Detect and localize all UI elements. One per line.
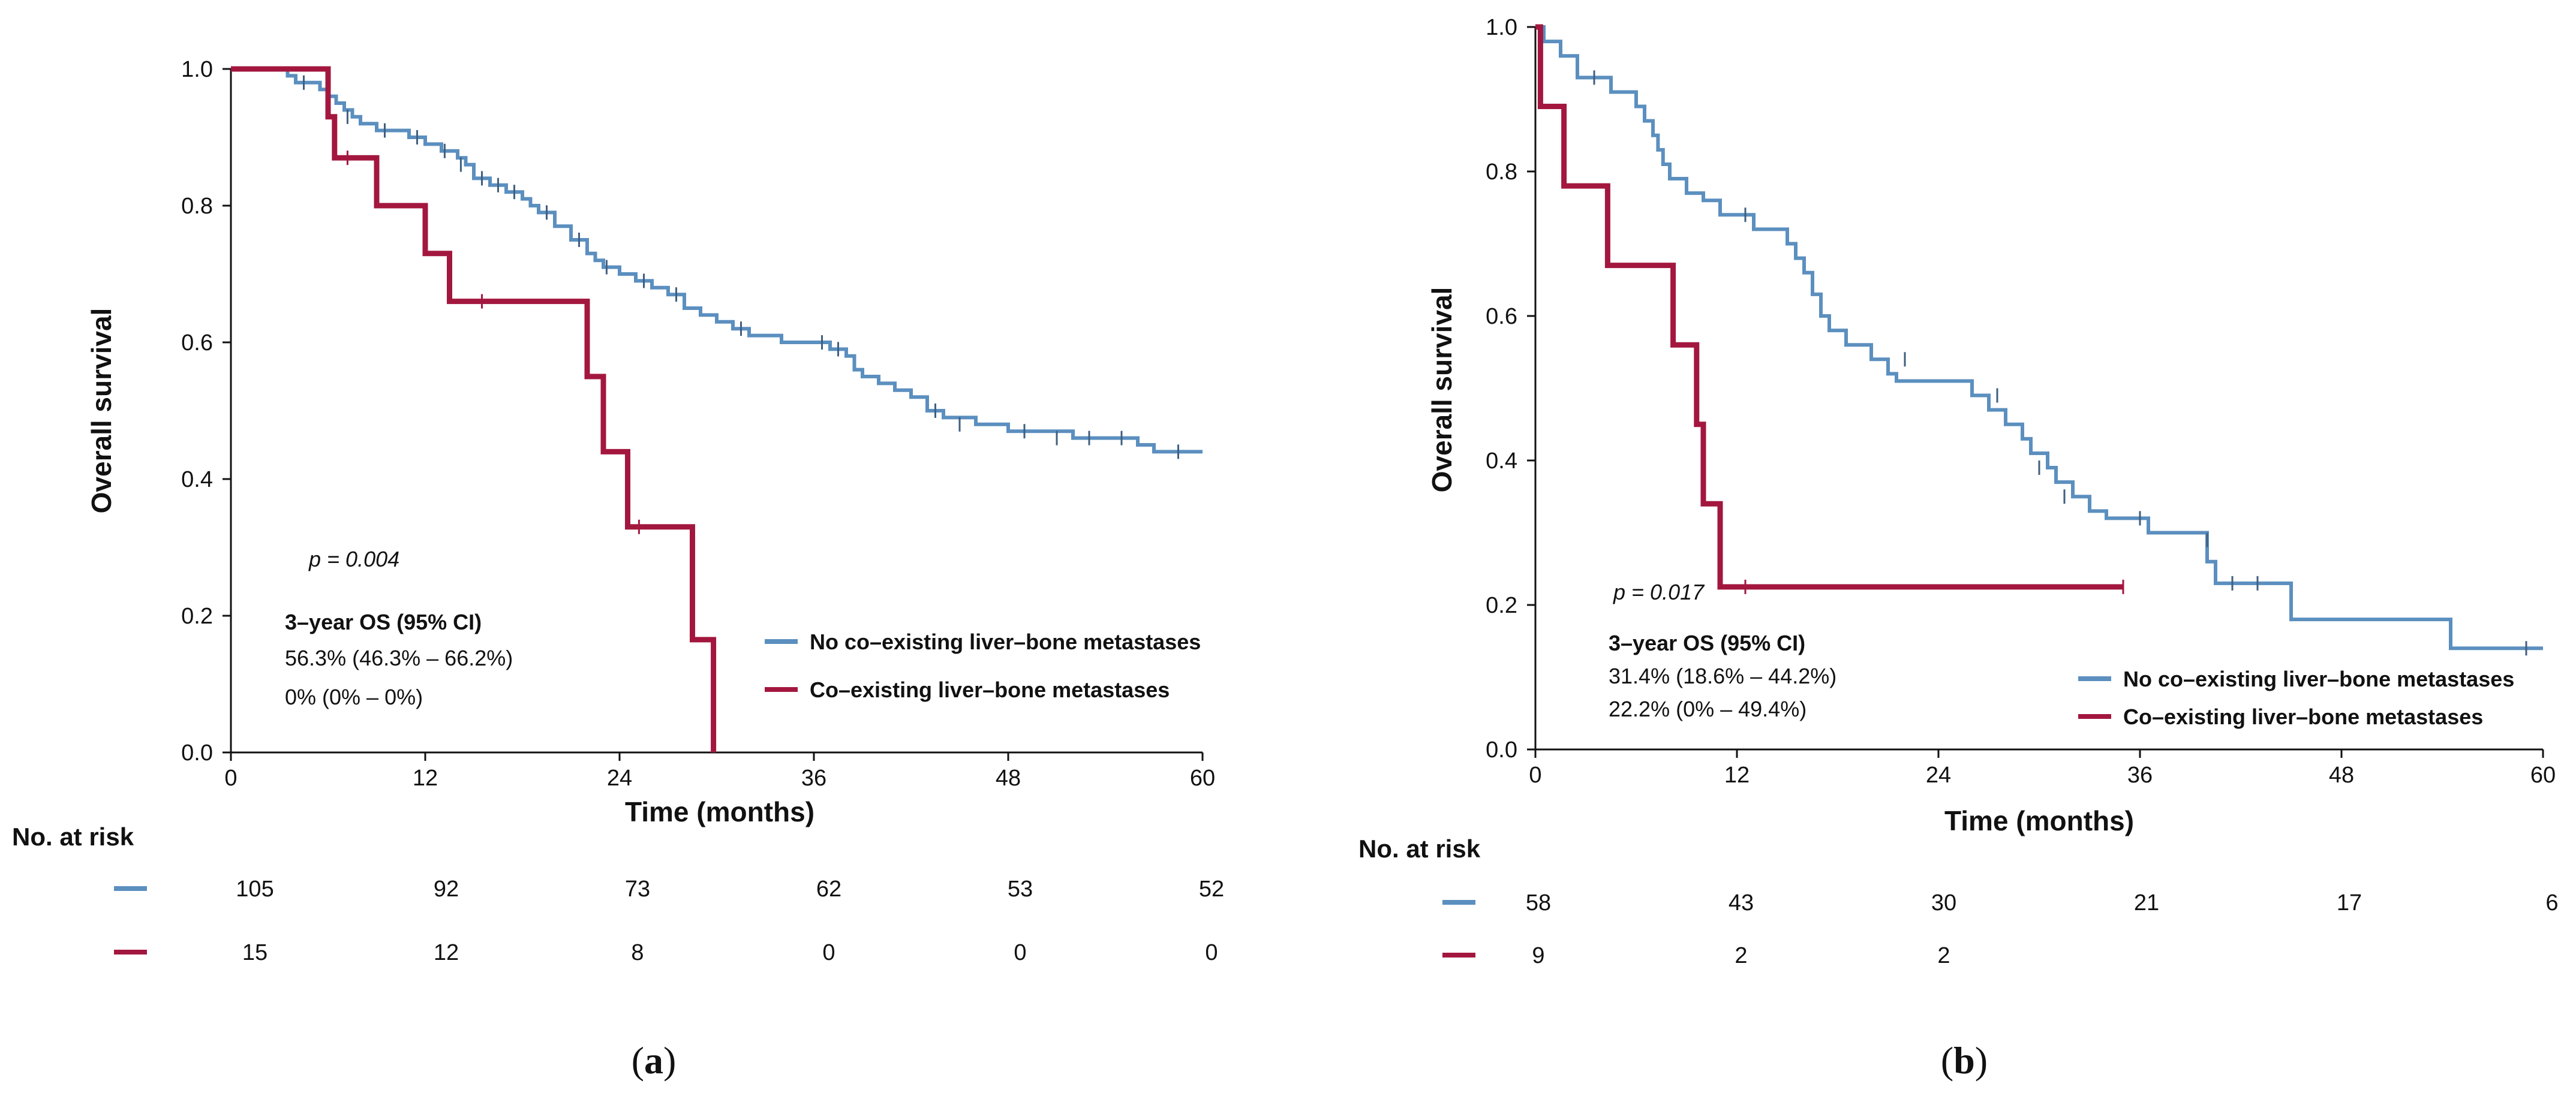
panel-a-risk-title: No. at risk <box>12 823 134 851</box>
y-tick-label: 0.0 <box>181 740 213 766</box>
panel-a-os-header: 3–year OS (95% CI) <box>285 610 482 634</box>
risk-count: 12 <box>434 940 459 965</box>
panel-b-os-line-1: 31.4% (18.6% – 44.2%) <box>1609 664 1836 688</box>
risk-count: 6 <box>2545 890 2558 916</box>
y-tick-label: 0.8 <box>181 194 213 219</box>
risk-count: 0 <box>822 940 835 965</box>
y-tick-label: 0.8 <box>1486 159 1517 185</box>
x-tick-label: 48 <box>996 766 1021 791</box>
y-tick-label: 0.4 <box>1486 448 1517 474</box>
panel-a: 0.0 0.2 0.4 0.6 0.8 1.0 0 12 24 36 48 60 Overall s… <box>12 57 1224 1082</box>
survival-curve-no-coexisting <box>231 67 1203 454</box>
x-tick-label: 24 <box>1926 763 1951 788</box>
risk-count: 21 <box>2134 890 2159 916</box>
survival-curve-no-coexisting <box>1535 25 2543 651</box>
panel-b-x-ticks: 0 12 24 36 48 60 <box>1529 749 2556 788</box>
risk-count: 58 <box>1526 890 1551 916</box>
panel-b-p-value: p = 0.017 <box>1613 580 1705 604</box>
x-tick-label: 36 <box>801 766 826 791</box>
y-tick-label: 0.2 <box>181 604 213 629</box>
panel-a-x-ticks: 0 12 24 36 48 60 <box>224 752 1215 791</box>
risk-count: 43 <box>1729 890 1754 916</box>
risk-count: 9 <box>1532 943 1544 968</box>
panel-b-series <box>1535 24 2543 656</box>
panel-b-risk-title: No. at risk <box>1358 835 1481 863</box>
risk-count: 92 <box>434 877 459 902</box>
y-tick-label: 1.0 <box>181 57 213 82</box>
panel-b: 0.00.20.40.60.81.0 0 12 24 36 48 60 Overall s… <box>1358 15 2559 1082</box>
panel-a-y-label: Overall survival <box>86 308 117 514</box>
panel-a-series <box>231 66 1203 752</box>
risk-count: 52 <box>1199 877 1224 902</box>
risk-count: 30 <box>1931 890 1956 916</box>
risk-count: 17 <box>2337 890 2362 916</box>
risk-count: 2 <box>1937 943 1950 968</box>
panel-b-y-ticks: 0.0 0.2 0.4 0.6 0.8 1.0 <box>1486 15 1535 763</box>
risk-count: 2 <box>1735 943 1747 968</box>
risk-count: 62 <box>816 877 841 902</box>
survival-curve-coexisting <box>1535 24 2123 590</box>
y-tick-label: 0.6 <box>1486 304 1517 329</box>
risk-count: 53 <box>1008 877 1033 902</box>
panel-b-y-label: Overall survival <box>1426 287 1457 493</box>
x-tick-label: 24 <box>607 766 632 791</box>
panel-a-os-line-1: 56.3% (46.3% – 66.2%) <box>285 646 513 670</box>
panel-a-risk-table: 105 92 73 62 53 52 15 12 8 0 0 0 <box>236 877 1224 965</box>
y-tick-label: 0.0 <box>1486 737 1517 763</box>
panel-b-label-letter: b <box>1953 1039 1975 1082</box>
y-tick-label: 0.2 <box>1486 593 1517 618</box>
x-tick-label: 60 <box>2530 763 2556 788</box>
panel-b-legend-no: No co–existing liver–bone metastases <box>2123 667 2514 691</box>
risk-count: 0 <box>1014 940 1026 965</box>
panel-b-risk-table: 58 43 30 21 17 6 9 2 2 <box>1526 890 2559 968</box>
panel-a-y-ticks: 0.0 0.2 0.4 0.6 0.8 1.0 <box>181 57 231 766</box>
x-tick-label: 0 <box>1529 763 1541 788</box>
panel-b-os-header: 3–year OS (95% CI) <box>1609 631 1805 655</box>
panel-b-x-label: Time (months) <box>1944 805 2134 836</box>
x-tick-label: 12 <box>413 766 438 791</box>
y-tick-label: 0.4 <box>181 467 213 492</box>
risk-count: 73 <box>625 877 650 902</box>
panel-b-legend-co: Co–existing liver–bone metastases <box>2123 704 2483 729</box>
risk-count: 8 <box>631 940 644 965</box>
survival-curve-coexisting <box>231 66 717 752</box>
panel-b-label: (b) <box>1941 1039 1988 1082</box>
x-tick-label: 48 <box>2329 763 2354 788</box>
x-tick-label: 0 <box>224 766 237 791</box>
panel-a-label: (a) <box>632 1039 677 1082</box>
panel-a-label-letter: a <box>644 1039 663 1082</box>
panel-a-legend-co: Co–existing liver–bone metastases <box>810 678 1170 702</box>
risk-count: 15 <box>242 940 267 965</box>
risk-count: 105 <box>236 877 273 902</box>
y-tick-label: 1.0 <box>1486 15 1517 40</box>
panel-a-os-line-2: 0% (0% – 0%) <box>285 685 423 709</box>
y-tick-label: 0.6 <box>181 330 213 356</box>
risk-count: 0 <box>1205 940 1218 965</box>
panel-a-x-label: Time (months) <box>625 796 814 827</box>
panel-b-os-line-2: 22.2% (0% – 49.4%) <box>1609 697 1806 721</box>
panel-a-p-value: p = 0.004 <box>308 547 399 571</box>
x-tick-label: 60 <box>1190 766 1215 791</box>
x-tick-label: 12 <box>1724 763 1750 788</box>
x-tick-label: 36 <box>2127 763 2153 788</box>
panel-a-legend-no: No co–existing liver–bone metastases <box>810 630 1201 654</box>
